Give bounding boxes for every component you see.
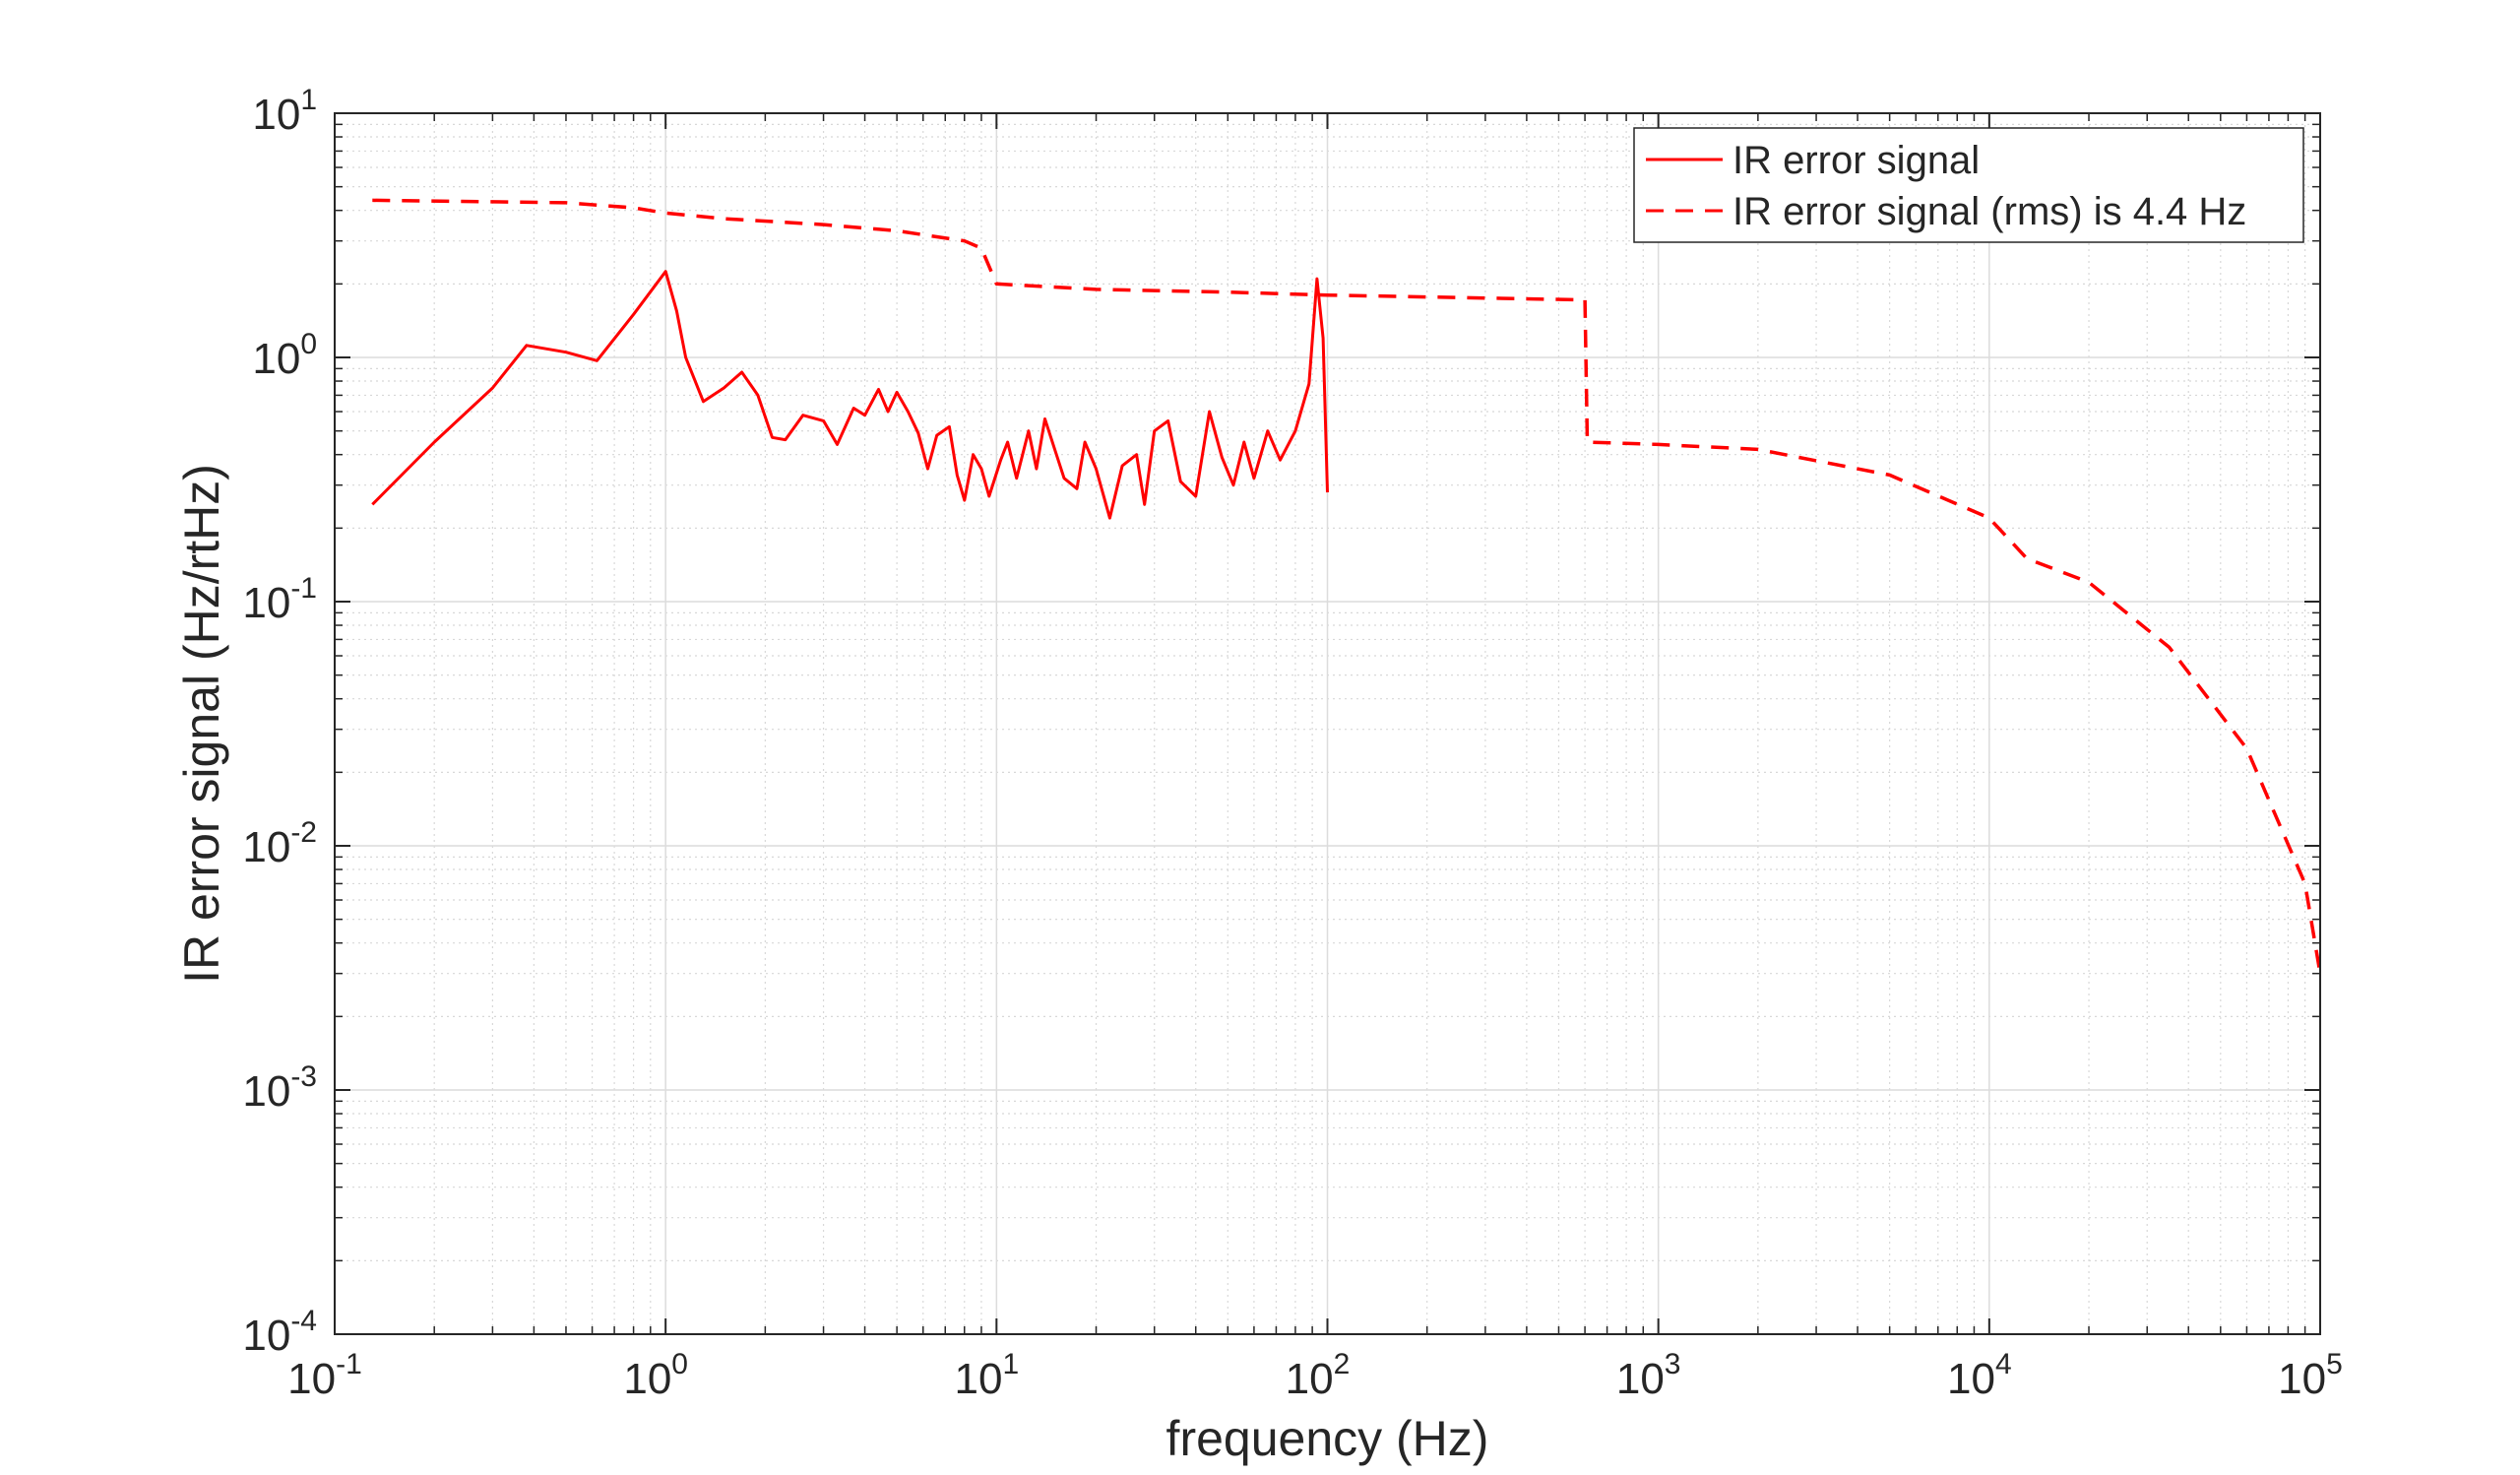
legend-box: [1633, 127, 2304, 243]
y-tick-label: 10-3: [242, 1060, 317, 1116]
series-line-rms: [372, 198, 2322, 974]
x-tick-label: 10-1: [287, 1348, 362, 1403]
legend-entry: IR error signal: [1732, 139, 1980, 182]
x-tick-label: 102: [1286, 1348, 1351, 1403]
x-tick-label: 101: [955, 1348, 1020, 1403]
legend: IR error signal IR error signal (rms) is …: [1633, 127, 2304, 243]
y-tick-label: 100: [252, 328, 317, 383]
y-tick-label: 10-4: [242, 1305, 317, 1360]
y-axis-label: IR error signal (Hz/rtHz): [174, 464, 229, 984]
y-tick-label: 101: [252, 84, 317, 139]
x-tick-labels: 10-1 100 101 102 103 104 105: [287, 1348, 2343, 1403]
y-tick-label: 10-2: [242, 816, 317, 871]
x-axis-label: frequency (Hz): [1166, 1411, 1489, 1466]
plot-area: [371, 198, 2322, 974]
legend-entry: IR error signal (rms) is 4.4 Hz: [1732, 190, 2246, 233]
x-tick-label: 103: [1616, 1348, 1681, 1403]
x-tick-label: 104: [1947, 1348, 2012, 1403]
series-line-error-signal: [371, 270, 1329, 520]
axis-ticks: [334, 112, 2321, 1335]
y-tick-label: 10-1: [242, 572, 317, 627]
x-tick-label: 105: [2278, 1348, 2343, 1403]
x-tick-label: 100: [623, 1348, 688, 1403]
y-tick-labels: 10-4 10-3 10-2 10-1 100 101: [242, 84, 317, 1360]
